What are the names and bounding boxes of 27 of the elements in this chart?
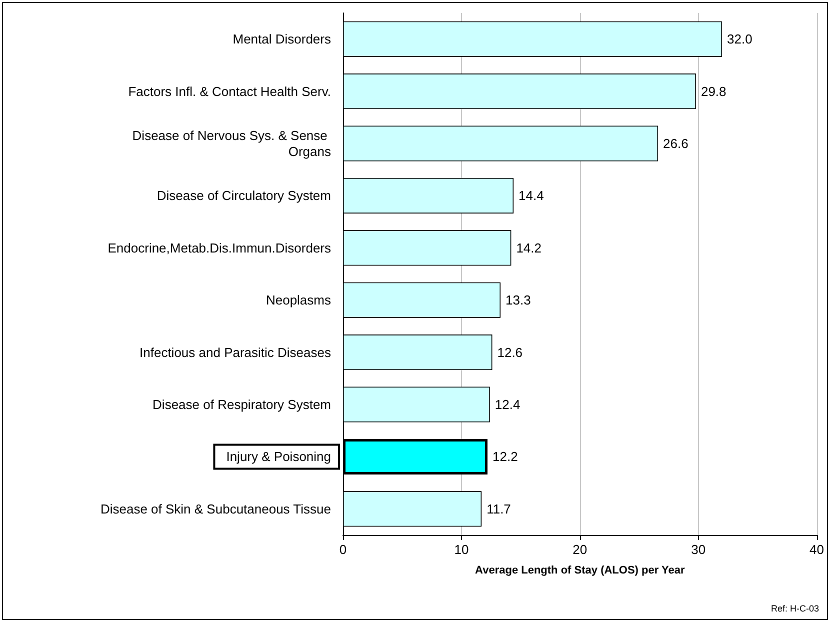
y-tick-label: Neoplasms [266,292,332,308]
data-label: 14.2 [516,240,542,256]
data-label: 12.2 [492,449,518,464]
y-tick-label: Disease of Nervous Sys. & Sense Organs [132,128,332,159]
data-label: 12.6 [497,344,523,360]
x-tick-label: 10 [454,542,469,557]
data-label: 29.8 [700,84,726,99]
y-tick-label: Factors Infl. & Contact Health Serv. [128,84,331,99]
y-tick-label: Disease of Respiratory System [152,397,331,412]
y-tick-label: Disease of Circulatory System [156,188,331,204]
data-label: 12.4 [494,397,520,412]
text: Ref: H-C-03 [770,604,820,614]
data-label: 13.3 [506,292,531,308]
data-label: 11.7 [486,501,511,516]
x-tick-label: 20 [572,542,588,557]
y-tick-label: Infectious and Parasitic Diseases [140,344,332,360]
y-tick-label: Injury & Poisoning [226,449,331,464]
x-tick-label: 0 [339,542,347,557]
data-label: 14.4 [518,188,544,204]
x-tick-label: 40 [810,542,824,557]
y-tick-label: Disease of Skin & Subcutaneous Tissue [100,501,331,516]
x-axis-title: Average Length of Stay (ALOS) per Year [475,564,686,576]
x-tick-label: 30 [691,542,706,557]
y-tick-label: Mental Disorders [232,32,332,47]
data-label: 26.6 [663,136,688,151]
y-tick-label: Endocrine,Metab.Dis.Immun.Disorders [108,240,332,256]
data-label: 32.0 [727,32,752,47]
